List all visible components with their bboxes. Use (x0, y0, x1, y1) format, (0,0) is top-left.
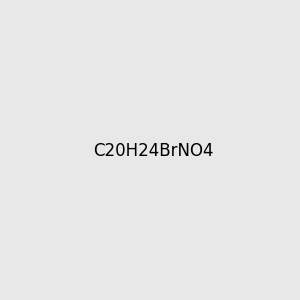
Text: C20H24BrNO4: C20H24BrNO4 (94, 142, 214, 160)
